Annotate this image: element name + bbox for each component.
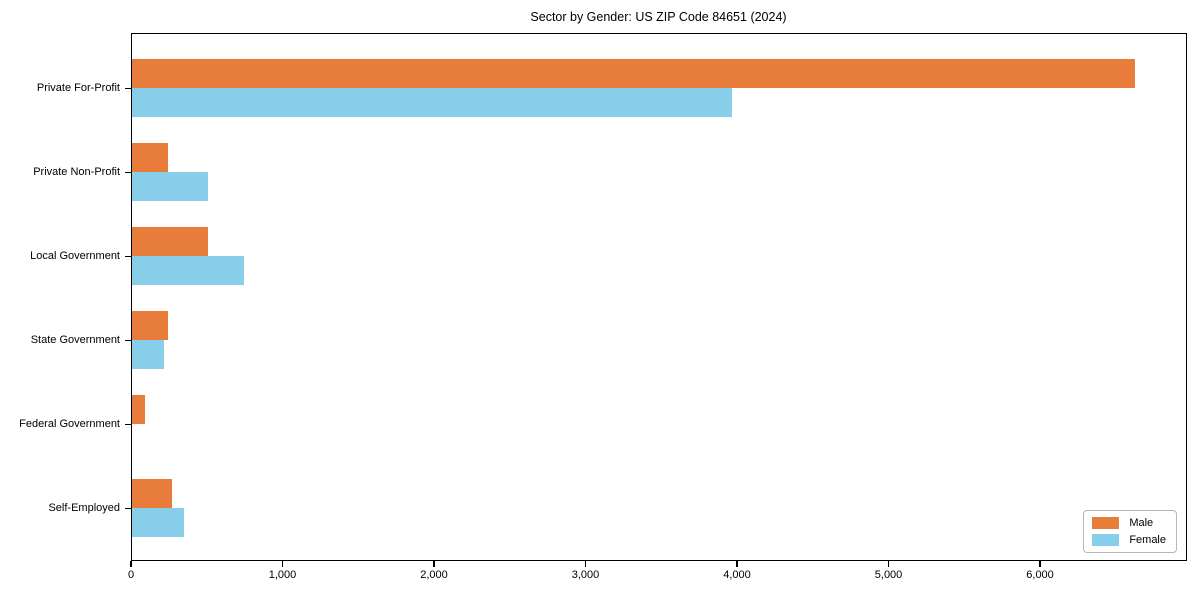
y-tick-label: Self-Employed	[48, 502, 120, 515]
x-tick	[130, 561, 132, 567]
bar-male-1	[131, 59, 1135, 89]
y-tick-label: Local Government	[30, 250, 120, 263]
bar-male-5	[131, 395, 145, 425]
y-tick	[125, 423, 131, 425]
x-tick-label: 6,000	[1026, 569, 1054, 581]
x-tick	[281, 561, 284, 567]
legend-swatch-male	[1092, 517, 1120, 529]
bar-male-4	[131, 311, 169, 341]
x-tick-label: 1,000	[268, 569, 297, 581]
bar-female-2	[131, 172, 208, 202]
legend-swatch-female	[1092, 534, 1120, 546]
legend-label: Female	[1129, 534, 1166, 546]
legend-item-female: Female	[1092, 534, 1166, 546]
bar-female-4	[131, 340, 165, 370]
y-tick-label: Private For-Profit	[36, 82, 120, 95]
bar-female-3	[131, 256, 244, 286]
y-tick-label: Federal Government	[19, 418, 120, 431]
legend-label: Male	[1129, 517, 1154, 529]
bar-male-6	[131, 479, 172, 509]
bar-male-2	[131, 143, 169, 173]
legend-item-male: Male	[1092, 517, 1166, 529]
bar-male-3	[131, 227, 208, 257]
legend: Male Female	[1083, 510, 1177, 553]
x-tick-label: 4,000	[723, 569, 751, 581]
x-tick-label: 3,000	[571, 569, 600, 581]
y-tick-label: State Government	[30, 334, 120, 347]
x-tick-label: 0	[127, 569, 135, 581]
bar-female-6	[131, 508, 185, 538]
y-tick	[125, 507, 131, 509]
y-tick	[125, 171, 131, 173]
y-tick	[125, 87, 131, 89]
bar-female-1	[131, 88, 733, 118]
x-tick	[433, 561, 435, 567]
y-tick-label: Private Non-Profit	[33, 166, 120, 179]
x-tick	[1039, 561, 1041, 567]
chart-title: Sector by Gender: US ZIP Code 84651 (202…	[530, 10, 787, 24]
y-tick	[125, 255, 131, 257]
x-tick	[736, 561, 738, 567]
plot-area: Male Female Private For-Profit Private Non…	[19, 33, 1187, 581]
x-tick	[887, 561, 890, 567]
x-tick-label: 5,000	[874, 569, 903, 581]
y-tick	[125, 339, 131, 341]
x-tick	[584, 561, 587, 567]
bar-female-5	[131, 424, 133, 454]
x-tick-label: 2,000	[420, 569, 448, 581]
